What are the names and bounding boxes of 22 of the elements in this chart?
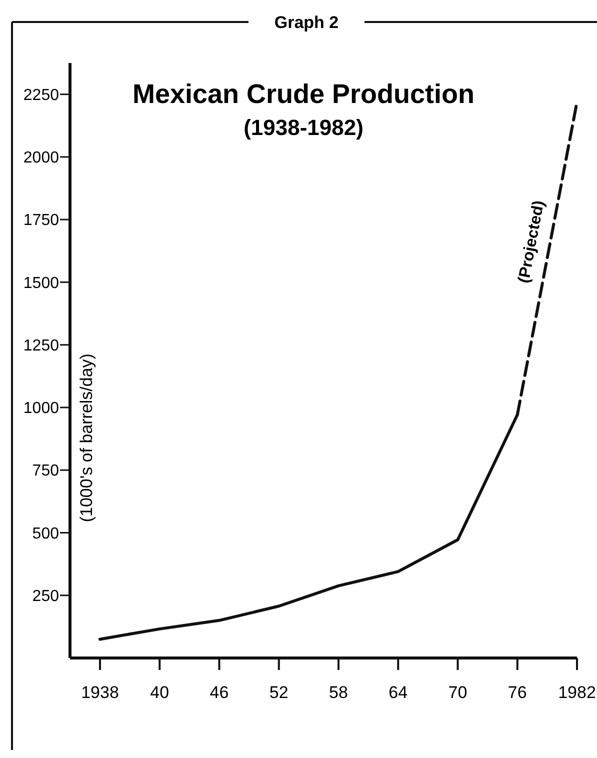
x-tick-label: 1982 <box>558 683 596 702</box>
x-tick-label: 1938 <box>81 683 119 702</box>
y-tick-label: 1500 <box>23 274 60 292</box>
x-tick-label: 40 <box>150 683 170 702</box>
y-tick-label: 2000 <box>23 150 60 167</box>
text: Mexican Crude Production <box>132 79 475 109</box>
y-tick-label: 1000 <box>23 400 60 418</box>
y-axis-title: (1000's of barrels/day) <box>77 354 96 522</box>
x-tick-label: 52 <box>269 683 288 702</box>
x-tick-label: 64 <box>388 683 408 702</box>
text: (1938-1982) <box>244 115 364 140</box>
y-tick-label: 250 <box>32 588 60 605</box>
x-tick-label: 70 <box>448 683 468 702</box>
caption: Graph 2 <box>274 13 339 32</box>
x-tick-label: 58 <box>329 683 348 702</box>
y-tick-label: 1750 <box>23 212 60 230</box>
x-tick-label: 46 <box>210 683 229 702</box>
y-tick-label: 500 <box>32 525 60 542</box>
y-tick-label: 2250 <box>23 86 60 104</box>
y-tick-label: 1250 <box>23 337 60 354</box>
y-tick-label: 750 <box>32 462 60 480</box>
x-tick-label: 76 <box>508 683 527 702</box>
